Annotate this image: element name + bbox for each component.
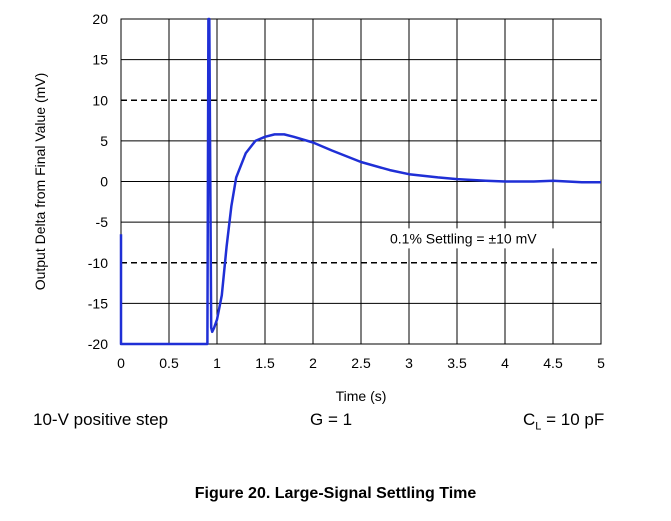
x-tick-label: 0.5 bbox=[159, 355, 179, 371]
x-tick-label: 0 bbox=[117, 355, 125, 371]
figure-caption: Figure 20. Large-Signal Settling Time bbox=[194, 485, 477, 502]
annotation-background bbox=[386, 228, 586, 249]
y-tick-label: -5 bbox=[96, 214, 109, 230]
step-condition: 10-V positive step bbox=[33, 410, 169, 429]
y-tick-label: 0 bbox=[100, 174, 108, 190]
x-tick-labels: 0 0.5 1 1.5 2 2.5 3 3.5 4 4.5 5 bbox=[117, 355, 605, 371]
x-tick-label: 3 bbox=[405, 355, 413, 371]
y-tick-labels: 20 15 10 5 0 -5 -10 -15 -20 bbox=[88, 11, 108, 352]
y-tick-label: -10 bbox=[88, 255, 108, 271]
x-tick-label: 4.5 bbox=[543, 355, 563, 371]
load-subscript: L bbox=[535, 420, 542, 433]
x-tick-label: 2.5 bbox=[351, 355, 371, 371]
x-tick-label: 1.5 bbox=[255, 355, 275, 371]
x-tick-label: 1 bbox=[213, 355, 221, 371]
x-axis-title: Time (s) bbox=[336, 388, 387, 404]
x-tick-label: 3.5 bbox=[447, 355, 467, 371]
settling-band-lines bbox=[121, 99, 601, 264]
x-tick-label: 4 bbox=[501, 355, 509, 371]
settling-annotation: 0.1% Settling = ±10 mV bbox=[390, 230, 537, 246]
y-tick-label: 20 bbox=[92, 11, 108, 27]
y-tick-label: 5 bbox=[100, 133, 108, 149]
y-tick-label: 15 bbox=[92, 52, 108, 68]
y-tick-label: -20 bbox=[88, 336, 108, 352]
y-axis-title: Output Delta from Final Value (mV) bbox=[32, 73, 48, 291]
load-symbol: C bbox=[523, 410, 536, 429]
gain-condition: G = 1 bbox=[310, 410, 353, 429]
y-tick-label: -15 bbox=[88, 295, 108, 311]
x-tick-label: 5 bbox=[597, 355, 605, 371]
settling-time-chart: 0 0.5 1 1.5 2 2.5 3 3.5 4 4.5 5 20 15 10 5 0 -5 -10 -15 -2… bbox=[32, 11, 605, 404]
series-line bbox=[119, 17, 601, 346]
load-condition: CL = 10 pF bbox=[523, 410, 604, 432]
x-tick-label: 2 bbox=[309, 355, 317, 371]
y-tick-label: 10 bbox=[92, 92, 108, 108]
load-value: = 10 pF bbox=[541, 410, 605, 429]
